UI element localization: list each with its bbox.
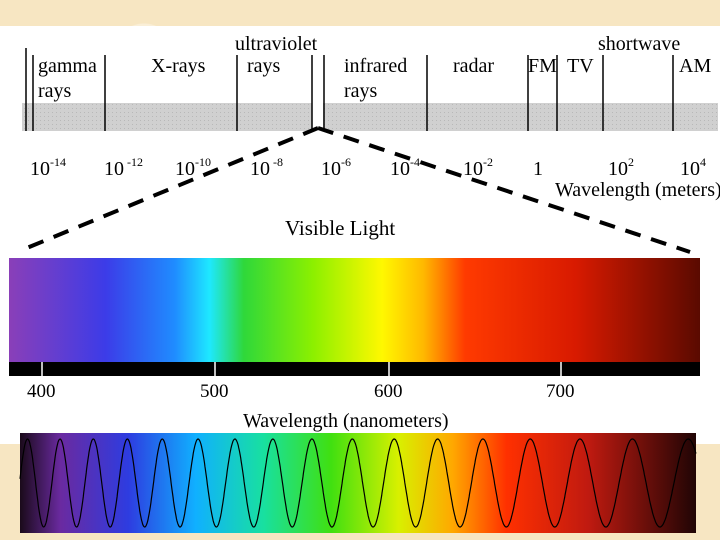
- sine-wave: [19, 438, 697, 528]
- meter-tick-label: 1: [533, 158, 543, 180]
- meter-tick-label: 10-6: [321, 155, 351, 180]
- visible-spectrum-band: [9, 258, 700, 362]
- em-band-bar-right: [323, 103, 718, 131]
- band-label-infrared: infrared: [344, 55, 407, 77]
- nm-tick-700: 700: [546, 381, 575, 402]
- em-band-bar-left: [22, 103, 312, 131]
- meter-tick-label: 10 -8: [250, 155, 283, 180]
- band-label-gamma: gamma: [38, 55, 97, 77]
- meter-tick-label: 102: [608, 155, 634, 180]
- band-label-radar: radar: [453, 55, 494, 77]
- visible-scale-ticks: [41, 362, 562, 376]
- band-label-xrays: X-rays: [151, 55, 206, 77]
- band-label-shortwave: shortwave: [598, 33, 680, 55]
- band-separators: [25, 48, 674, 131]
- meter-tick-label: 10 -12: [104, 155, 143, 180]
- meter-tick-label: 10-4: [390, 155, 420, 180]
- nm-tick-600: 600: [374, 381, 403, 402]
- zoom-dashed-lines: [21, 126, 691, 254]
- visible-light-title: Visible Light: [285, 216, 395, 240]
- meters-axis-label: Wavelength (meters): [555, 179, 720, 201]
- meter-tick-labels: 10-14 10 -12 10-10 10 -8 10-6 10-4 10-2 1 102 104: [30, 155, 706, 180]
- wave-color-strip: [20, 433, 696, 533]
- visible-scale-bar: [9, 362, 700, 376]
- band-label-ultraviolet-rays: rays: [247, 55, 281, 77]
- band-label-am: AM: [679, 55, 711, 77]
- band-label-tv: TV: [567, 55, 594, 77]
- meter-tick-label: 10-2: [463, 155, 493, 180]
- nm-tick-400: 400: [27, 381, 56, 402]
- band-label-gamma-rays: rays: [38, 80, 72, 102]
- nm-axis-label: Wavelength (nanometers): [243, 410, 449, 432]
- meter-tick-label: 10-10: [175, 155, 211, 180]
- band-label-fm: FM: [528, 55, 557, 77]
- band-label-ultraviolet: ultraviolet: [235, 33, 318, 55]
- meter-tick-label: 104: [680, 155, 706, 180]
- nm-tick-500: 500: [200, 381, 229, 402]
- meter-tick-label: 10-14: [30, 155, 66, 180]
- band-label-infrared-rays: rays: [344, 80, 378, 102]
